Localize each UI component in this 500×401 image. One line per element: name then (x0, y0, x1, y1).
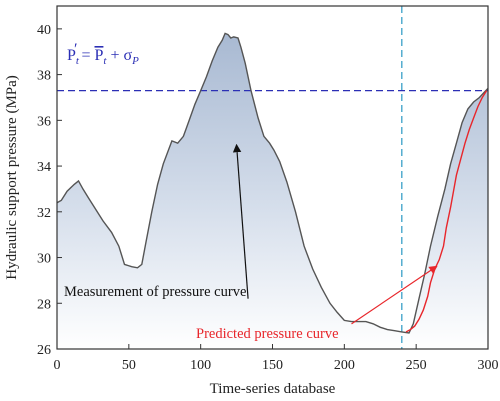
y-tick-label: 32 (37, 206, 51, 221)
y-axis-label: Hydraulic support pressure (MPa) (4, 75, 20, 280)
annotations: Measurement of pressure curve Predicted … (64, 143, 438, 342)
x-tick-label: 100 (190, 358, 211, 373)
formula-p-sub: P (131, 55, 139, 67)
y-tick-label: 34 (37, 160, 51, 175)
x-tick-label: 200 (334, 358, 355, 373)
threshold-formula: Pt′ = Pt + σP (67, 41, 139, 67)
formula-p-bar: P (95, 47, 104, 64)
plot-area (56, 6, 489, 350)
formula-equals: = (77, 47, 94, 64)
measurement-area-fill (57, 33, 488, 350)
y-tick-label: 28 (37, 297, 51, 312)
x-tick-label: 300 (478, 358, 499, 373)
series-line-predicted (405, 90, 488, 333)
x-tick-label: 0 (54, 358, 61, 373)
x-tick-label: 250 (406, 358, 427, 373)
y-tick-label: 38 (37, 69, 51, 84)
y-tick-label: 30 (37, 252, 51, 267)
predicted-annotation: Predicted pressure curve (196, 326, 339, 342)
formula-t-sub: t (76, 55, 80, 67)
x-tick-label: 50 (122, 358, 136, 373)
formula-p: P (67, 47, 76, 64)
y-tick-label: 26 (37, 343, 51, 358)
y-tick-label: 40 (37, 23, 51, 38)
formula-prime: ′ (74, 41, 78, 58)
x-axis-label: Time-series database (210, 381, 336, 397)
measurement-arrow (232, 143, 249, 299)
x-tick-label: 150 (262, 358, 283, 373)
y-tick-label: 36 (37, 114, 51, 129)
series-line-measurement (56, 32, 489, 334)
formula-plus-sigma: + σ (106, 47, 132, 64)
y-axis: 26 28 30 32 34 36 38 40 (37, 23, 62, 358)
measurement-annotation: Measurement of pressure curve (64, 284, 246, 300)
x-axis: 0 50 100 150 200 250 300 (54, 344, 499, 373)
predicted-arrow (351, 265, 438, 325)
formula-t-sub-2: t (103, 55, 107, 67)
